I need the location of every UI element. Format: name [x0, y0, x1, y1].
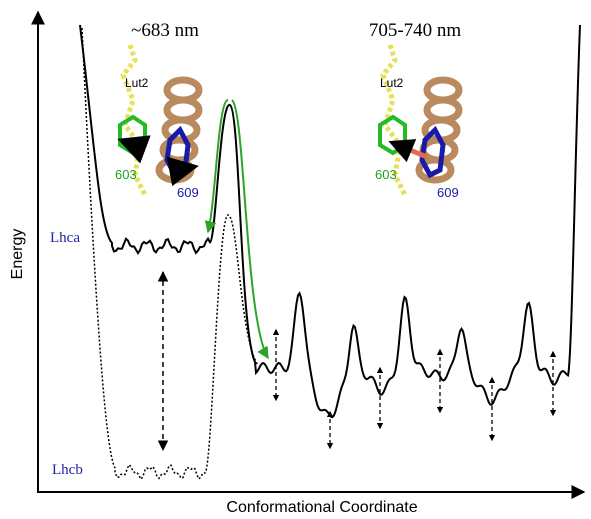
lutein-label: Lut2	[125, 76, 149, 90]
wavelength-label: ~683 nm	[131, 20, 199, 41]
green-arrow	[231, 99, 269, 360]
x-axis-label: Conformational Coordinate	[226, 499, 417, 516]
chl-label: 603	[375, 167, 397, 182]
pigment-inset: Lut2 603 609	[375, 44, 463, 200]
pigment-inset: Lut2 603 609	[115, 44, 203, 200]
chl-label: 609	[177, 185, 199, 200]
state-label: Lhcb	[52, 462, 83, 478]
green-arrow	[204, 99, 229, 234]
chl-label: 603	[115, 167, 137, 182]
chl-609	[419, 125, 446, 179]
lhcb-curve	[81, 27, 259, 481]
helix	[155, 76, 203, 184]
chl-label: 609	[437, 185, 459, 200]
y-axis-label: Energy	[9, 229, 26, 280]
dipole-arrow	[166, 156, 199, 187]
small-arrows	[272, 328, 557, 450]
lutein-label: Lut2	[380, 76, 404, 90]
wavelength-label: 705-740 nm	[369, 20, 462, 41]
state-label: Lhca	[50, 230, 80, 246]
interaction-arrow	[388, 139, 428, 163]
dipole-arrow	[117, 135, 151, 164]
lhca-curve	[79, 24, 581, 419]
